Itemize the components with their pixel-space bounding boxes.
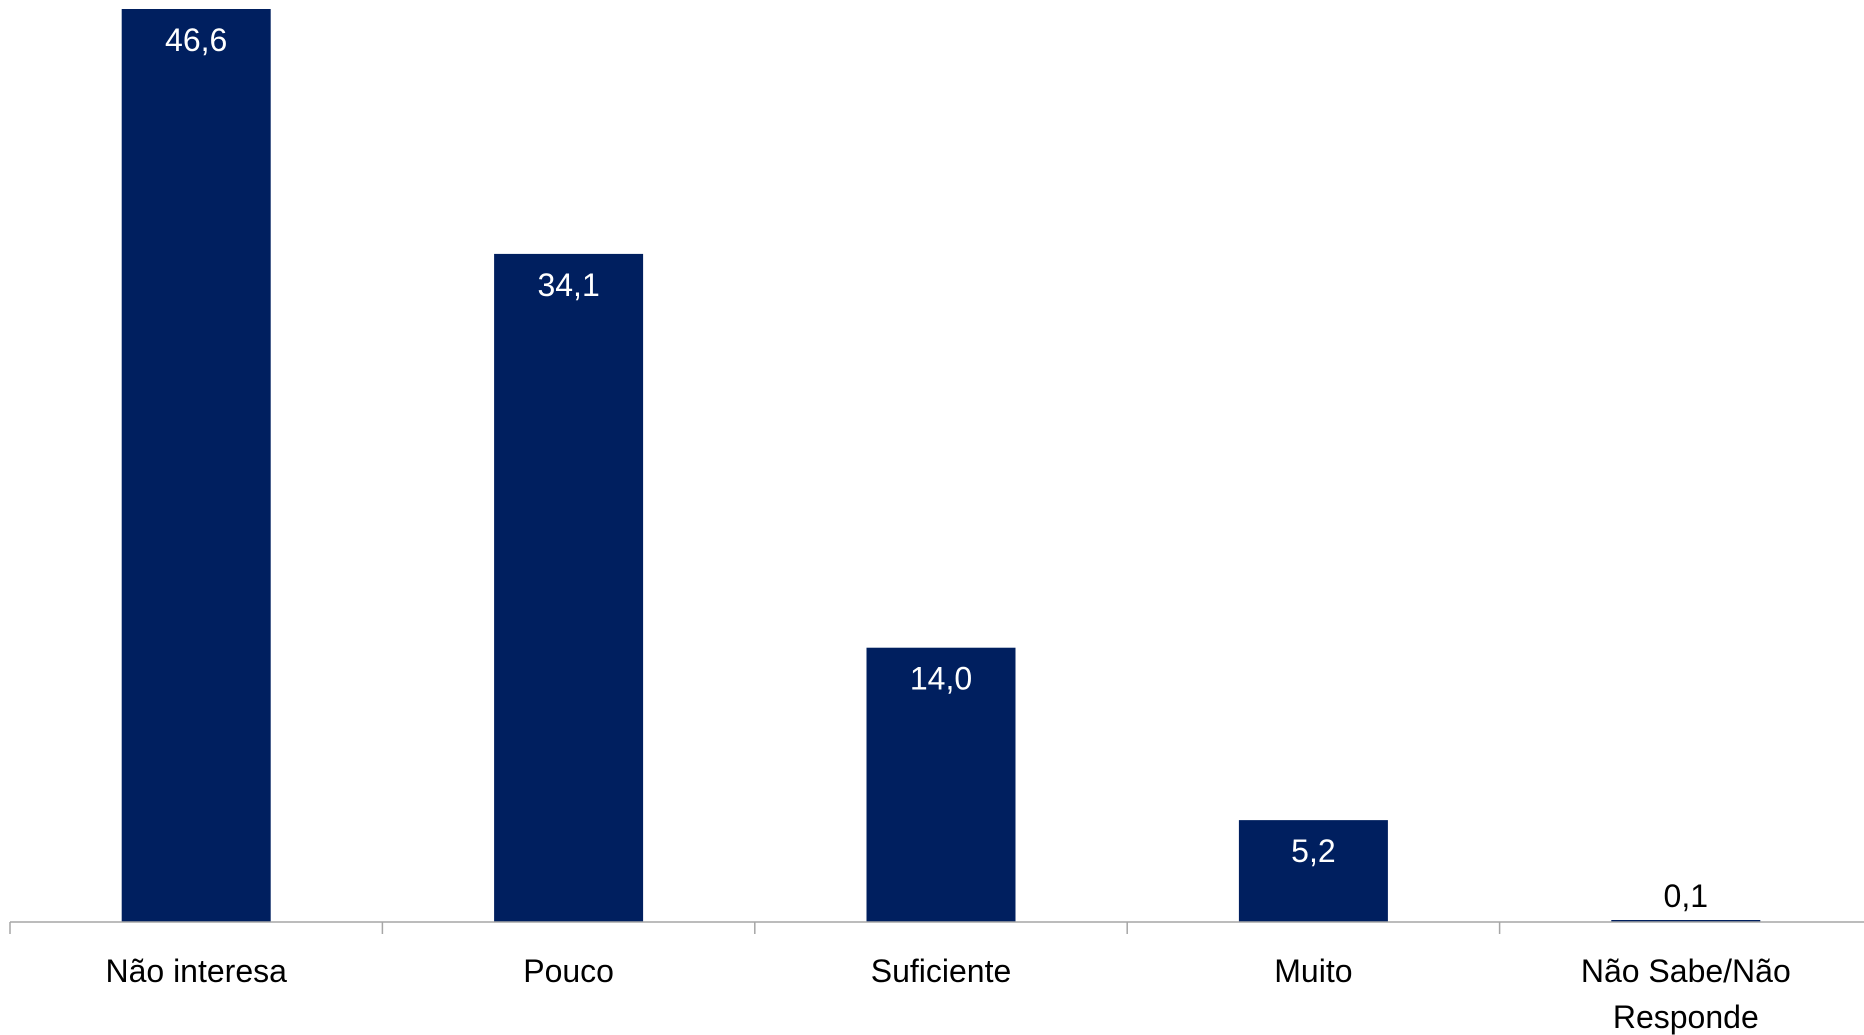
category-label-4: Muito: [1274, 953, 1352, 989]
category-label-line: Muito: [1274, 953, 1352, 989]
category-label-line: Responde: [1613, 999, 1759, 1035]
bar-5: [1611, 920, 1761, 922]
category-label-2: Pouco: [523, 953, 614, 989]
bars-group: [121, 9, 1761, 922]
data-label-2: 34,1: [537, 267, 599, 303]
category-label-3: Suficiente: [871, 953, 1012, 989]
bar-3: [866, 647, 1016, 922]
category-labels-group: Não interesa Pouco Suficiente Muito Não Sabe…: [105, 953, 1790, 1035]
category-label-line: Não interesa: [105, 953, 287, 989]
category-label-line: Suficiente: [871, 953, 1012, 989]
data-label-1: 46,6: [165, 22, 227, 58]
category-label-line: Não Sabe/Não: [1581, 953, 1791, 989]
category-label-5: Não Sabe/Não Responde: [1581, 953, 1791, 1035]
x-axis: [9, 921, 1864, 934]
data-labels-group: 46,6 34,1 14,0 5,2 0,1: [165, 22, 1708, 914]
data-label-5: 0,1: [1664, 878, 1708, 914]
category-label-line: Pouco: [523, 953, 614, 989]
bar-1: [121, 9, 271, 922]
data-label-4: 5,2: [1291, 833, 1335, 869]
data-label-3: 14,0: [910, 661, 972, 697]
category-label-1: Não interesa: [105, 953, 287, 989]
bar-4: [1238, 820, 1388, 922]
bar-2: [494, 253, 644, 922]
